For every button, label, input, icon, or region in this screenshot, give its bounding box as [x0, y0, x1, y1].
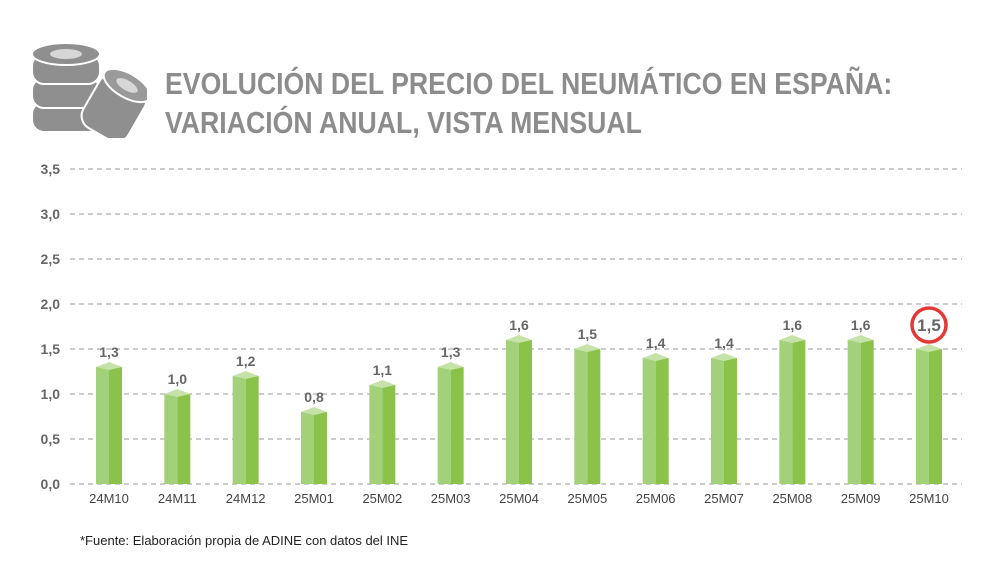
chart-title: EVOLUCIÓN DEL PRECIO DEL NEUMÁTICO EN ES…: [165, 64, 892, 142]
bar-right-face: [314, 412, 327, 484]
y-tick-label: 2,0: [41, 296, 61, 312]
x-tick-label: 25M02: [362, 491, 402, 506]
bar-right-face: [860, 340, 874, 484]
x-tick-label: 24M12: [226, 491, 266, 506]
x-tick-label: 25M07: [704, 491, 744, 506]
bar-top: [779, 335, 806, 343]
x-tick-label: 24M10: [89, 491, 129, 506]
bar-left-face: [506, 340, 519, 484]
x-tick-label: 25M05: [567, 491, 607, 506]
data-label: 1,0: [168, 371, 188, 387]
y-tick-label: 0,5: [41, 431, 61, 447]
title-line-1: EVOLUCIÓN DEL PRECIO DEL NEUMÁTICO EN ES…: [165, 66, 893, 101]
bar-top: [96, 362, 122, 370]
y-tick-label: 1,5: [41, 341, 61, 357]
x-tick-label: 25M01: [294, 491, 334, 506]
bar-left-face: [916, 349, 929, 484]
bar-left-face: [437, 367, 451, 484]
bar-top: [232, 371, 259, 379]
bar-right-face: [109, 367, 122, 484]
bar-right-face: [450, 367, 464, 484]
x-tick-label: 25M09: [841, 491, 881, 506]
highlight-circle: [910, 306, 948, 344]
bar-left-face: [369, 385, 383, 484]
title-line-2: VARIACIÓN ANUAL, VISTA MENSUAL: [165, 105, 642, 140]
data-label: 1,3: [99, 344, 119, 360]
y-tick-label: 3,0: [41, 206, 61, 222]
x-tick-label: 25M08: [772, 491, 812, 506]
bar-left-face: [96, 367, 109, 484]
data-label: 1,2: [236, 353, 256, 369]
bar-top: [164, 389, 191, 397]
bar-top: [916, 344, 942, 352]
bar-top: [506, 335, 532, 343]
data-label: 1,6: [783, 317, 803, 333]
source-note: *Fuente: Elaboración propia de ADINE con…: [80, 533, 409, 548]
data-label: 1,6: [851, 317, 871, 333]
y-tick-label: 3,5: [41, 161, 61, 177]
bar-left-face: [711, 358, 724, 484]
bar-right-face: [724, 358, 737, 484]
x-tick-label: 24M11: [158, 491, 197, 506]
x-tick-label: 25M06: [636, 491, 676, 506]
tire-stack-icon: [31, 42, 147, 138]
data-label: 1,4: [646, 335, 666, 351]
bar-left-face: [164, 394, 178, 484]
bar-right-face: [929, 349, 942, 484]
data-label: 1,1: [373, 362, 393, 378]
bar-left-face: [232, 376, 246, 484]
bar-left-face: [847, 340, 861, 484]
bar-top: [369, 380, 396, 388]
x-tick-label: 25M03: [431, 491, 471, 506]
data-label: 1,5: [917, 316, 941, 335]
bar-top: [574, 344, 601, 352]
bar-right-face: [792, 340, 806, 484]
bar-right-face: [519, 340, 532, 484]
bar-top: [711, 353, 737, 361]
bar-right-face: [655, 358, 669, 484]
data-label: 0,8: [304, 389, 324, 405]
bar-top: [642, 353, 669, 361]
x-tick-label: 25M10: [909, 491, 949, 506]
bar-top: [301, 407, 327, 415]
y-tick-label: 0,0: [41, 476, 61, 492]
data-label: 1,6: [509, 317, 529, 333]
data-label: 1,4: [714, 335, 734, 351]
bar-right-face: [177, 394, 191, 484]
bar-right-face: [245, 376, 259, 484]
bar-top: [847, 335, 874, 343]
bar-top: [437, 362, 464, 370]
bar-left-face: [574, 349, 588, 484]
data-label: 1,3: [441, 344, 461, 360]
x-tick-label: 25M04: [499, 491, 539, 506]
bar-right-face: [587, 349, 601, 484]
bar-left-face: [779, 340, 793, 484]
data-label: 1,5: [578, 326, 598, 342]
y-tick-label: 2,5: [41, 251, 61, 267]
bar-left-face: [301, 412, 314, 484]
y-tick-label: 1,0: [41, 386, 61, 402]
bar-left-face: [642, 358, 656, 484]
bar-right-face: [382, 385, 396, 484]
